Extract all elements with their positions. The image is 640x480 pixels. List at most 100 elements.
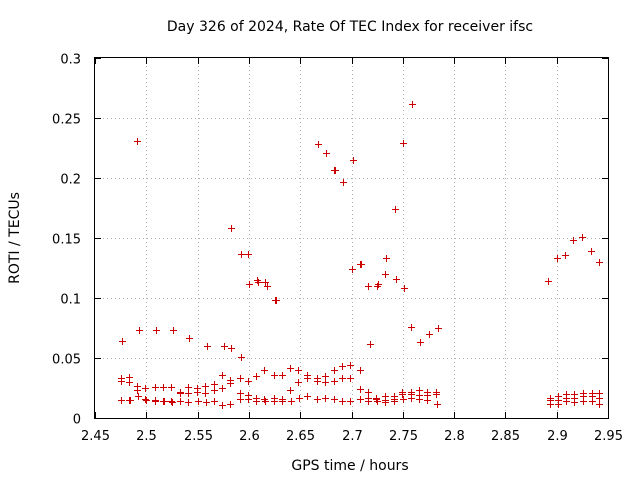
data-point (357, 261, 364, 268)
data-point (134, 138, 141, 145)
data-point (349, 266, 356, 273)
x-tick-label: 2.75 (389, 429, 418, 444)
data-point (211, 387, 218, 394)
data-point (322, 373, 329, 380)
data-point (169, 399, 176, 406)
data-point (347, 362, 354, 369)
data-point (202, 383, 209, 390)
data-point (365, 398, 372, 405)
data-point (331, 396, 338, 403)
data-point (127, 397, 134, 404)
data-point (570, 237, 577, 244)
data-point (194, 389, 201, 396)
data-point (555, 401, 562, 408)
x-tick-labels: 2.45 2.5 2.55 2.6 2.65 2.7 2.75 2.8 2.85 2.9 2.95 (81, 429, 623, 444)
data-point (365, 389, 372, 396)
data-point (365, 283, 372, 290)
data-point (408, 395, 415, 402)
y-tick-label: 0 (73, 413, 81, 428)
data-point (580, 398, 587, 405)
data-point (400, 396, 407, 403)
data-point (262, 279, 269, 286)
data-point (340, 179, 347, 186)
data-point (367, 341, 374, 348)
data-point (579, 234, 586, 241)
data-point (153, 327, 160, 334)
data-point (357, 386, 364, 393)
data-point (211, 381, 218, 388)
data-point (119, 338, 126, 345)
data-point (357, 396, 364, 403)
data-point (253, 373, 260, 380)
data-point (245, 396, 252, 403)
data-point (434, 401, 441, 408)
data-point (588, 248, 595, 255)
data-point (161, 398, 168, 405)
data-point (417, 339, 424, 346)
data-point (347, 375, 354, 382)
data-point (185, 390, 192, 397)
x-tick-label: 2.5 (136, 429, 157, 444)
data-point (228, 345, 235, 352)
data-point (160, 384, 167, 391)
data-point (203, 399, 210, 406)
data-point (186, 335, 193, 342)
x-tick-label: 2.7 (342, 429, 363, 444)
data-point (347, 398, 354, 405)
data-point (314, 396, 321, 403)
data-point (322, 379, 329, 386)
data-point (177, 390, 184, 397)
axis-ticks (95, 58, 609, 419)
data-point (596, 395, 603, 402)
data-point (374, 283, 381, 290)
data-point (399, 391, 406, 398)
data-point (563, 398, 570, 405)
data-point (118, 378, 125, 385)
data-point (142, 385, 149, 392)
data-point (554, 255, 561, 262)
data-point (433, 391, 440, 398)
data-point (596, 401, 603, 408)
data-point (295, 367, 302, 374)
data-point (126, 379, 133, 386)
data-point (279, 398, 286, 405)
data-point (296, 395, 303, 402)
data-point (426, 331, 433, 338)
data-point (185, 384, 192, 391)
y-axis-title: ROTI / TECUs (7, 192, 23, 284)
data-point (589, 398, 596, 405)
data-point (322, 395, 329, 402)
data-point (170, 327, 177, 334)
data-points (118, 101, 603, 409)
data-point (185, 399, 192, 406)
x-tick-label: 2.45 (81, 429, 110, 444)
data-point (279, 372, 286, 379)
y-tick-labels: 0 0.05 0.1 0.15 0.2 0.25 0.3 (52, 53, 81, 428)
chart-title: Day 326 of 2024, Rate Of TEC Index for r… (167, 19, 533, 35)
data-point (261, 367, 268, 374)
y-tick-label: 0.15 (52, 233, 81, 248)
x-tick-label: 2.95 (594, 429, 623, 444)
y-tick-label: 0.25 (52, 113, 81, 128)
data-point (287, 387, 294, 394)
data-point (315, 141, 322, 148)
data-point (237, 375, 244, 382)
data-point (219, 372, 226, 379)
data-point (383, 255, 390, 262)
data-point (272, 297, 279, 304)
data-point (393, 276, 400, 283)
plot-frame (94, 57, 609, 419)
data-point (245, 251, 252, 258)
data-point (271, 398, 278, 405)
data-point (237, 390, 244, 397)
data-point (357, 367, 364, 374)
data-point (221, 343, 228, 350)
data-point (562, 252, 569, 259)
data-point (382, 271, 389, 278)
data-point (350, 157, 357, 164)
data-point (545, 278, 552, 285)
data-point (204, 343, 211, 350)
data-point (134, 387, 141, 394)
data-point (237, 396, 244, 403)
x-tick-label: 2.9 (547, 429, 568, 444)
